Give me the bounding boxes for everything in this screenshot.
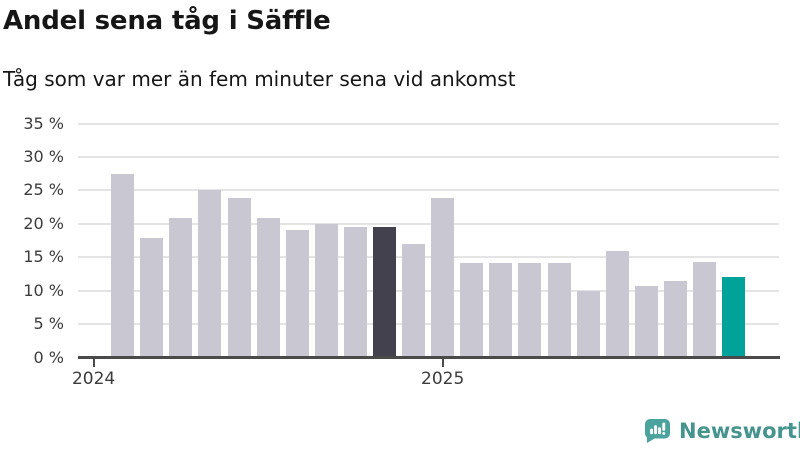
gridline-25 [78,189,779,192]
gridline-5 [78,323,779,326]
x-tick-2024 [92,359,95,367]
gridline-30 [78,155,779,158]
gridline-10 [78,289,779,292]
chart-title: Andel sena tåg i Säffle [3,6,331,36]
y-tick-label: 15 % [23,247,64,267]
bar-2024-10 [343,227,367,358]
y-tick-label: 25 % [23,180,64,200]
bar-2025-09 [663,281,687,358]
newsworthy-brand-name: Newsworthy [679,419,800,443]
bar-2025-11 [722,277,746,358]
gridline-35 [78,122,779,125]
bar-2025-03 [489,262,513,358]
bar-2024-02 [111,173,135,358]
bar-2025-08 [634,285,658,358]
bar-2025-05 [547,263,571,358]
bar-2025-07 [605,250,629,358]
y-tick-label: 35 % [23,113,64,133]
bar-2024-06 [227,197,251,358]
bar-2025-04 [518,262,542,358]
y-tick-label: 10 % [23,280,64,300]
bar-2025-10 [692,261,716,358]
y-tick-label: 0 % [33,347,64,367]
y-tick-label: 5 % [33,314,64,334]
bar-2024-03 [140,238,164,358]
newsworthy-brand-link[interactable]: Newsworthy [644,418,800,444]
gridline-15 [78,256,779,259]
bar-2025-02 [460,262,484,358]
y-tick-label: 30 % [23,146,64,166]
x-tick-label-2024: 2024 [71,368,116,389]
bar-2024-07 [256,218,280,358]
bar-2024-12 [402,243,426,358]
bar-2025-01 [431,197,455,358]
x-tick-label-2025: 2025 [421,368,465,389]
y-tick-label: 20 % [23,213,64,233]
x-axis-line [78,356,780,359]
bar-2024-08 [285,230,309,358]
bar-2024-09 [314,223,338,358]
chart-subtitle: Tåg som var mer än fem minuter sena vid … [3,67,516,91]
newsworthy-logo-icon [644,418,671,444]
x-tick-2025 [441,359,444,367]
bar-2024-04 [169,218,193,358]
gridline-20 [78,222,779,225]
bar-2024-11 [373,227,396,358]
bar-2025-06 [576,290,600,358]
bar-2024-05 [198,189,222,358]
